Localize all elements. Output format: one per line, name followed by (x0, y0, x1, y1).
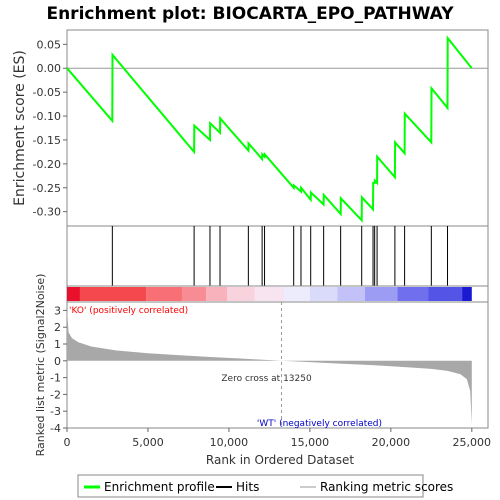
x-axis-ticks: 0 5,000 10,000 15,000 20,000 25,000 (64, 428, 492, 449)
legend-box (77, 474, 424, 498)
x-tick-label: 5,000 (132, 436, 164, 449)
metric-y-tick-label: 0 (54, 355, 61, 368)
legend-label: Enrichment profile (104, 480, 215, 494)
positive-correlation-label: 'KO' (positively correlated) (69, 306, 188, 316)
color-bar-segment (337, 287, 365, 301)
color-bar-segment (428, 287, 463, 301)
enrichment-profile-line (66, 35, 473, 223)
es-y-tick-label: -0.15 (33, 134, 61, 147)
es-y-tick-label: -0.05 (33, 86, 61, 99)
metric-axis-title: Ranked list metric (Signal2Noise) (34, 274, 47, 457)
x-tick-label: 15,000 (291, 436, 330, 449)
x-axis-title: Rank in Ordered Dataset (206, 453, 354, 467)
x-tick-label: 10,000 (210, 436, 249, 449)
es-y-tick-label: -0.20 (33, 158, 61, 171)
chart-title: Enrichment plot: BIOCARTA_EPO_PATHWAY (46, 4, 454, 24)
metric-y-tick-label: -4 (50, 422, 61, 435)
metric-y-tick-label: -2 (50, 388, 61, 401)
metric-y-tick-label: 2 (54, 321, 61, 334)
color-bar-segment (462, 287, 472, 301)
metric-y-tick-label: -3 (50, 405, 61, 418)
color-bar-segment (181, 287, 207, 301)
rank-color-bar (67, 287, 472, 301)
metric-y-tick-label: 3 (54, 304, 61, 317)
color-bar-segment (79, 287, 147, 301)
color-bar-segment (206, 287, 228, 301)
es-axis-title: Enrichment score (ES) (12, 50, 28, 206)
es-y-tick-label: -0.30 (33, 206, 61, 219)
color-bar-segment (283, 287, 310, 301)
metric-y-tick-label: -1 (50, 372, 61, 385)
es-y-ticks: 0.05 0.00 -0.05 -0.10 -0.15 -0.20 -0.25 -0.30 (33, 38, 67, 219)
metric-y-ticks: 3 2 1 0 -1 -2 -3 -4 (50, 304, 67, 435)
legend-label: Ranking metric scores (320, 480, 453, 494)
color-bar-segment (254, 287, 284, 301)
color-bar-segment (227, 287, 255, 301)
color-bar-segment (67, 287, 80, 301)
color-bar-segment (309, 287, 338, 301)
es-y-tick-label: 0.00 (37, 62, 62, 75)
es-y-tick-label: -0.10 (33, 110, 61, 123)
x-tick-label: 0 (64, 436, 71, 449)
es-y-tick-label: -0.25 (33, 182, 61, 195)
metric-y-tick-label: 1 (54, 338, 61, 351)
color-bar-segment (397, 287, 429, 301)
es-y-tick-label: 0.05 (37, 38, 62, 51)
hit-marks (111, 226, 449, 286)
legend: Enrichment profile Hits Ranking metric sco… (84, 480, 453, 494)
zero-cross-label: Zero cross at 13250 (221, 374, 312, 384)
legend-label: Hits (236, 480, 259, 494)
es-panel-frame (66, 29, 489, 227)
color-bar-segment (146, 287, 182, 301)
color-bar-segment (364, 287, 398, 301)
x-tick-label: 20,000 (372, 436, 411, 449)
x-tick-label: 25,000 (453, 436, 492, 449)
negative-correlation-label: 'WT' (negatively correlated) (257, 419, 382, 429)
hits-panel-frame (66, 225, 489, 287)
